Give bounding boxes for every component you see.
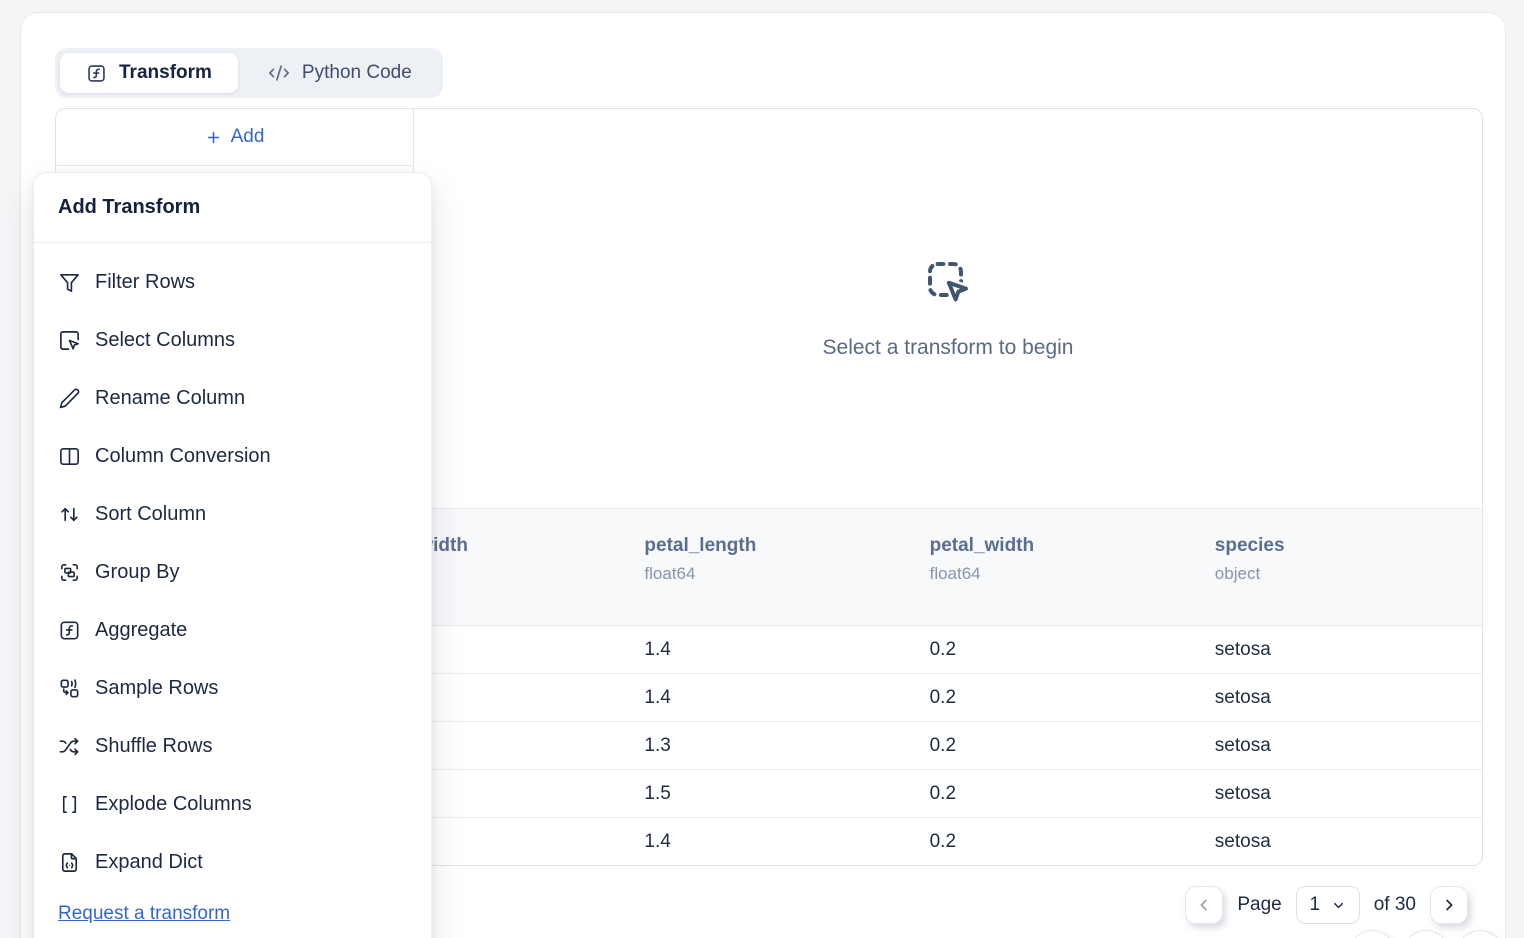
view-tabs: Transform Python Code bbox=[55, 48, 443, 98]
brackets-icon bbox=[58, 793, 81, 816]
menu-item-rename-column[interactable]: Rename Column bbox=[34, 369, 431, 427]
empty-state-message: Select a transform to begin bbox=[822, 335, 1074, 359]
tab-transform-label: Transform bbox=[119, 62, 212, 83]
page-count-label: of 30 bbox=[1373, 894, 1416, 915]
sample-icon bbox=[58, 677, 81, 700]
menu-item-sample-rows[interactable]: Sample Rows bbox=[34, 659, 431, 717]
round-button[interactable] bbox=[1403, 930, 1449, 938]
empty-state: Select a transform to begin bbox=[414, 109, 1482, 508]
menu-item-explode-columns[interactable]: Explode Columns bbox=[34, 775, 431, 833]
round-button[interactable] bbox=[1457, 930, 1503, 938]
filter-icon bbox=[58, 271, 81, 294]
function-square-icon bbox=[58, 619, 81, 642]
chevron-left-icon bbox=[1195, 896, 1213, 914]
menu-item-aggregate[interactable]: Aggregate bbox=[34, 601, 431, 659]
shuffle-icon bbox=[58, 735, 81, 758]
tab-transform[interactable]: Transform bbox=[60, 53, 238, 93]
file-braces-icon bbox=[58, 851, 81, 874]
menu-item-filter-rows[interactable]: Filter Rows bbox=[34, 253, 431, 311]
table-row: 1.4 0.2 setosa bbox=[56, 626, 1482, 674]
request-transform-link[interactable]: Request a transform bbox=[58, 903, 231, 924]
round-button[interactable] bbox=[1349, 930, 1395, 938]
chevron-down-icon bbox=[1331, 898, 1346, 913]
menu-item-select-columns[interactable]: Select Columns bbox=[34, 311, 431, 369]
menu-header: Add Transform bbox=[34, 173, 431, 243]
pencil-icon bbox=[58, 387, 81, 410]
header-cell: petal_length float64 bbox=[644, 535, 757, 583]
tab-python-code-label: Python Code bbox=[301, 62, 412, 83]
menu-item-shuffle-rows[interactable]: Shuffle Rows bbox=[34, 717, 431, 775]
menu-item-expand-dict[interactable]: Expand Dict bbox=[34, 833, 431, 891]
plus-icon bbox=[205, 129, 222, 146]
code-icon bbox=[268, 62, 290, 84]
group-icon bbox=[58, 561, 81, 584]
previous-page-button[interactable] bbox=[1185, 886, 1224, 924]
table-row: 1.5 0.2 setosa bbox=[56, 770, 1482, 818]
table-row: 1.4 0.2 setosa bbox=[56, 674, 1482, 722]
add-transform-menu: Add Transform Filter Rows Select Columns bbox=[33, 172, 432, 938]
page-number-value: 1 bbox=[1309, 894, 1321, 915]
add-row: Add bbox=[56, 109, 413, 166]
add-transform-button[interactable]: Add bbox=[205, 126, 265, 148]
menu-item-sort-column[interactable]: Sort Column bbox=[34, 485, 431, 543]
select-pointer-icon bbox=[924, 258, 972, 306]
chevron-right-icon bbox=[1440, 896, 1458, 914]
pagination: Page 1 of 30 bbox=[1185, 886, 1468, 924]
page-label: Page bbox=[1237, 894, 1282, 915]
header-cell: species object bbox=[1214, 535, 1285, 583]
table-row: 1.3 0.2 setosa bbox=[56, 722, 1482, 770]
columns-icon bbox=[58, 445, 81, 468]
function-square-icon bbox=[86, 63, 107, 84]
menu-list: Filter Rows Select Columns Rename Column… bbox=[34, 243, 431, 925]
sort-arrows-icon bbox=[58, 503, 81, 526]
header-cell: petal_width float64 bbox=[929, 535, 1035, 583]
tab-python-code[interactable]: Python Code bbox=[242, 53, 438, 93]
table-row: 1.4 0.2 setosa bbox=[644, 831, 1271, 852]
menu-item-group-by[interactable]: Group By bbox=[34, 543, 431, 601]
select-columns-icon bbox=[58, 329, 81, 352]
add-button-label: Add bbox=[230, 126, 265, 147]
next-page-button[interactable] bbox=[1430, 886, 1468, 924]
menu-title: Add Transform bbox=[58, 196, 201, 218]
page-number-select[interactable]: 1 bbox=[1295, 886, 1360, 924]
bottom-round-buttons bbox=[1349, 930, 1503, 938]
menu-item-column-conversion[interactable]: Column Conversion bbox=[34, 427, 431, 485]
